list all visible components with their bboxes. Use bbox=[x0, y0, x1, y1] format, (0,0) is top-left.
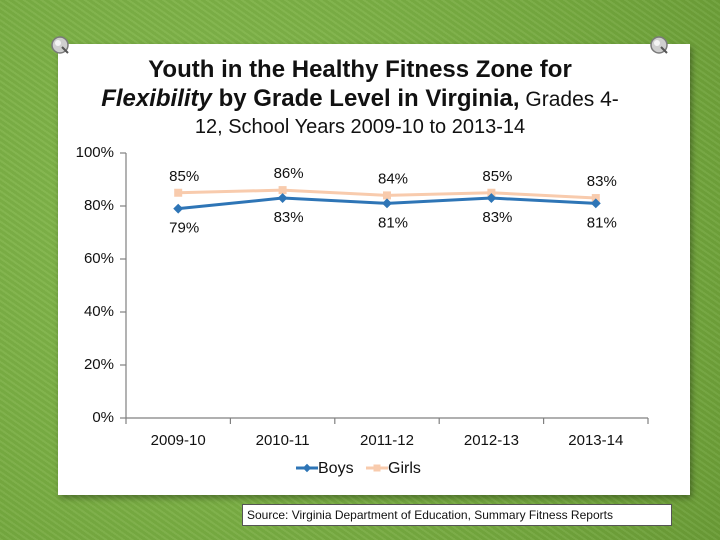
data-label-girls: 86% bbox=[274, 165, 304, 182]
x-tick-label: 2013-14 bbox=[568, 432, 623, 449]
pushpin-icon bbox=[51, 36, 69, 54]
data-point-girls bbox=[591, 194, 600, 203]
data-label-girls: 84% bbox=[378, 170, 408, 187]
x-tick-label: 2009-10 bbox=[151, 432, 206, 449]
slide-card bbox=[58, 44, 690, 495]
title-italic: Flexibility bbox=[101, 85, 212, 112]
y-tick-label: 40% bbox=[84, 303, 114, 320]
data-point-boys bbox=[173, 203, 184, 214]
data-label-boys: 81% bbox=[378, 214, 408, 231]
title-bold-2: by Grade Level in Virginia, bbox=[211, 85, 520, 112]
x-tick-label: 2012-13 bbox=[464, 432, 519, 449]
chart-subtitle: 12, School Years 2009-10 to 2013-14 bbox=[194, 116, 526, 138]
legend-marker-boys bbox=[302, 463, 312, 473]
legend-marker-girls bbox=[373, 464, 381, 472]
title-rest: Grades 4- bbox=[519, 88, 619, 111]
data-point-girls bbox=[278, 186, 287, 195]
y-tick-label: 80% bbox=[84, 197, 114, 214]
legend-label-girls: Girls bbox=[388, 460, 421, 477]
data-label-girls: 83% bbox=[587, 173, 617, 190]
data-point-boys bbox=[382, 198, 392, 209]
title-bold: Youth in the Healthy Fitness Zone for bbox=[148, 56, 572, 83]
data-label-girls: 85% bbox=[169, 168, 199, 185]
data-label-boys: 83% bbox=[274, 209, 304, 226]
data-point-girls bbox=[383, 191, 391, 200]
x-tick-label: 2010-11 bbox=[256, 432, 310, 449]
legend-label-boys: Boys bbox=[318, 460, 354, 477]
x-tick-label: 2011-12 bbox=[360, 432, 414, 449]
source-note: Source: Virginia Department of Education… bbox=[242, 504, 672, 526]
y-tick-label: 0% bbox=[92, 409, 114, 426]
data-label-boys: 79% bbox=[169, 220, 199, 237]
chart-title: Youth in the Healthy Fitness Zone for Fl… bbox=[60, 55, 660, 114]
y-tick-label: 60% bbox=[84, 250, 114, 267]
data-point-girls bbox=[487, 188, 496, 197]
data-point-girls bbox=[174, 188, 183, 197]
data-point-boys bbox=[486, 193, 497, 203]
data-point-boys bbox=[277, 193, 288, 203]
data-point-boys bbox=[590, 198, 601, 209]
data-label-boys: 81% bbox=[587, 214, 617, 231]
data-label-boys: 83% bbox=[482, 209, 512, 226]
pushpin-icon bbox=[650, 36, 668, 54]
y-tick-label: 20% bbox=[84, 356, 114, 373]
data-label-girls: 85% bbox=[482, 168, 512, 185]
y-tick-label: 100% bbox=[76, 144, 114, 161]
